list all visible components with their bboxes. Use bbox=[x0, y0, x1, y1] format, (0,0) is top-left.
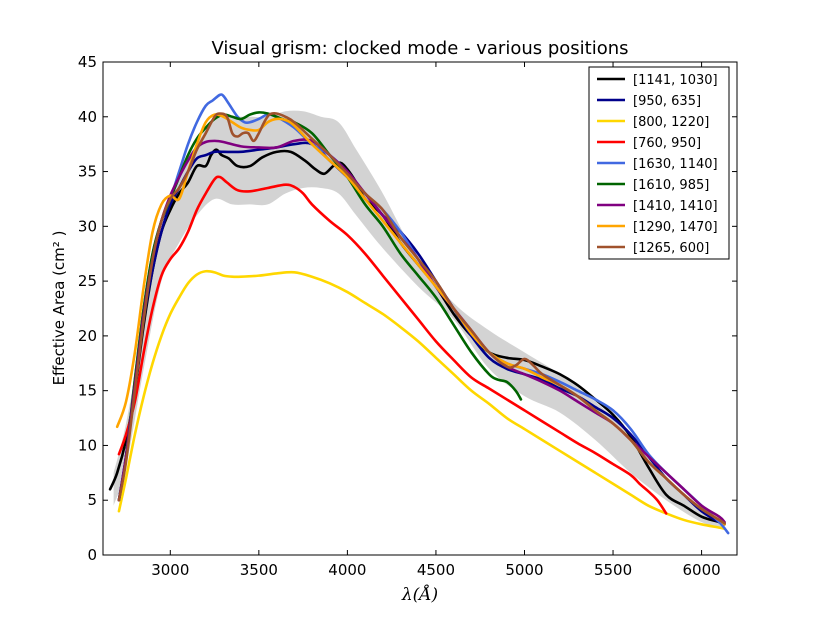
series-line-4 bbox=[117, 175, 668, 515]
legend-label-5: [1630, 1140] bbox=[633, 157, 718, 172]
x-tick-label: 5500 bbox=[594, 561, 632, 579]
series-line-3 bbox=[117, 269, 726, 531]
y-tick-label: 15 bbox=[78, 382, 97, 400]
y-tick-label: 25 bbox=[78, 272, 97, 290]
legend: [1141, 1030] [950, 635] [800, 1220] [760, 9… bbox=[588, 66, 730, 260]
y-tick-label: 45 bbox=[78, 53, 97, 71]
legend-label-3: [800, 1220] bbox=[633, 115, 709, 130]
y-axis-label: Effective Area (cm² ) bbox=[50, 231, 68, 386]
x-tick-label: 5000 bbox=[505, 561, 543, 579]
y-tick-label: 35 bbox=[78, 163, 97, 181]
uncertainty-band bbox=[113, 110, 725, 528]
y-axis: 0 5 10 15 20 25 30 35 40 45 bbox=[78, 53, 737, 564]
series-layer bbox=[108, 93, 730, 535]
x-tick-label: 3000 bbox=[151, 561, 189, 579]
legend-label-4: [760, 950] bbox=[633, 136, 701, 151]
y-tick-label: 10 bbox=[78, 436, 97, 454]
legend-label-8: [1290, 1470] bbox=[633, 220, 718, 235]
plot-frame bbox=[102, 61, 738, 556]
x-tick-label: 4500 bbox=[417, 561, 455, 579]
x-axis-label: λ(Å) bbox=[401, 584, 438, 605]
x-tick-label: 3500 bbox=[240, 561, 278, 579]
legend-label-2: [950, 635] bbox=[633, 94, 701, 109]
y-tick-label: 40 bbox=[78, 108, 97, 126]
y-tick-label: 5 bbox=[87, 491, 97, 509]
legend-label-7: [1410, 1410] bbox=[633, 199, 718, 214]
legend-label-6: [1610, 985] bbox=[633, 178, 709, 193]
y-tick-label: 20 bbox=[78, 327, 97, 345]
x-tick-label: 4000 bbox=[328, 561, 366, 579]
legend-label-9: [1265, 600] bbox=[633, 241, 709, 256]
series-line-9 bbox=[117, 111, 726, 525]
chart-title: Visual grism: clocked mode - various pos… bbox=[211, 38, 628, 59]
uncertainty-band-layer bbox=[113, 110, 725, 528]
y-tick-label: 30 bbox=[78, 217, 97, 235]
x-axis: 3000 3500 4000 4500 5000 5500 6000 bbox=[151, 62, 721, 579]
y-tick-label: 0 bbox=[87, 546, 97, 564]
x-tick-label: 6000 bbox=[682, 561, 720, 579]
legend-label-1: [1141, 1030] bbox=[633, 73, 718, 88]
